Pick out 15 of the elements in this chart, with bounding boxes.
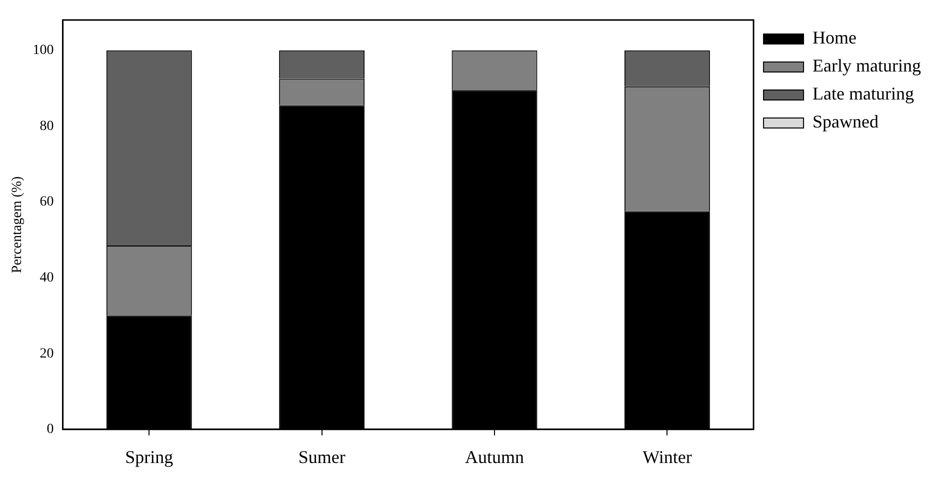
legend-label: Early maturing [812, 56, 922, 76]
y-tick-label: 20 [40, 346, 54, 362]
y-tick-label: 60 [40, 194, 54, 210]
legend-label: Late maturing [812, 84, 914, 104]
x-tick-label: Autumn [465, 446, 524, 467]
y-tick-label: 80 [40, 118, 54, 134]
y-tick-label: 100 [32, 43, 54, 58]
legend-label: Home [812, 28, 857, 48]
x-tick-label: Sumer [298, 446, 346, 467]
legend-label: Spawned [812, 112, 879, 132]
x-tick-label: Spring [125, 446, 174, 467]
y-axis-title: Percentagem (%) [10, 176, 26, 274]
y-tick-label: 40 [40, 270, 54, 286]
x-tick-label: Winter [642, 446, 692, 467]
y-tick-label: 0 [46, 422, 54, 438]
